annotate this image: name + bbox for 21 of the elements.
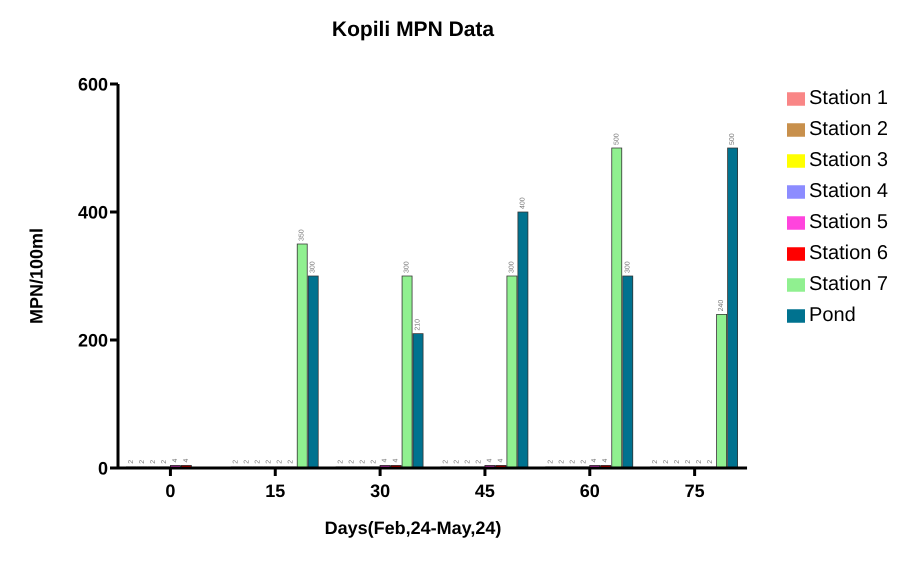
y-tick-label: 600 xyxy=(78,74,108,94)
legend-label: Station 4 xyxy=(809,180,888,202)
y-tick-label: 0 xyxy=(98,458,108,478)
x-tick-label: 60 xyxy=(580,480,600,501)
y-axis-title: MPN/100ml xyxy=(26,228,46,324)
legend-label: Pond xyxy=(809,304,856,326)
legend-label: Station 1 xyxy=(809,87,888,109)
x-tick-label: 15 xyxy=(265,480,286,501)
x-axis-title: Days(Feb,24-May,24) xyxy=(324,518,502,539)
y-tick-label: 200 xyxy=(78,330,108,350)
x-tick-label: 75 xyxy=(684,480,705,501)
legend-label: Station 2 xyxy=(809,118,888,140)
legend-label: Station 7 xyxy=(809,273,888,295)
chart-title: Kopili MPN Data xyxy=(330,18,496,42)
y-tick-label: 400 xyxy=(78,202,108,222)
legend-label: Station 3 xyxy=(809,149,888,171)
x-tick-label: 45 xyxy=(474,480,495,501)
x-tick-label: 0 xyxy=(165,480,176,501)
legend-label: Station 6 xyxy=(809,242,888,264)
x-tick-label: 30 xyxy=(370,480,390,501)
legend-label: Station 5 xyxy=(809,211,888,233)
